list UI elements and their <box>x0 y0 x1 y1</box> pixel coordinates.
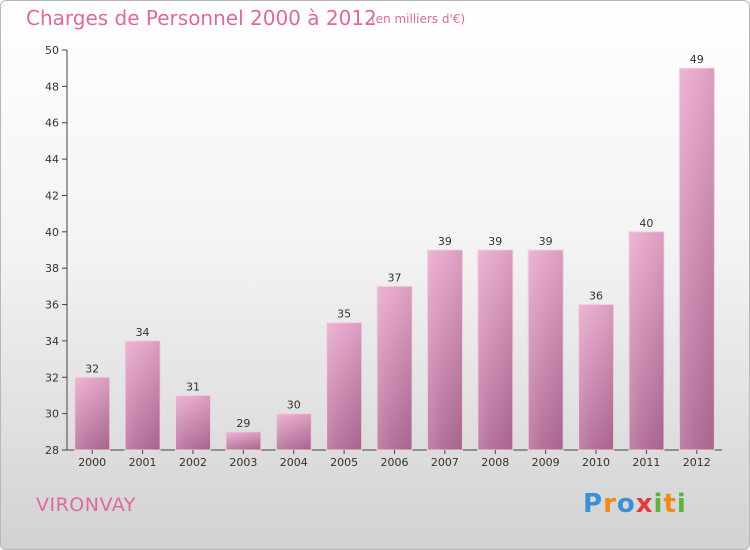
logo-letter: i <box>653 489 664 519</box>
bar-shine <box>679 68 715 450</box>
bar-shine <box>477 250 513 450</box>
data-label: 37 <box>388 271 402 284</box>
bar-shine <box>175 395 211 450</box>
x-tick-label: 2004 <box>280 456 308 469</box>
data-label: 34 <box>136 326 150 339</box>
logo-letter: o <box>616 489 636 519</box>
data-label: 39 <box>539 235 553 248</box>
y-tick-label: 42 <box>45 189 59 202</box>
logo-letter: x <box>635 489 654 519</box>
proxiti-logo[interactable]: Proxiti <box>583 489 687 519</box>
x-tick-label: 2002 <box>179 456 207 469</box>
y-tick-label: 46 <box>45 117 59 130</box>
data-label: 35 <box>337 308 351 321</box>
bar-shine <box>74 377 110 450</box>
y-tick-label: 32 <box>45 371 59 384</box>
y-tick-label: 36 <box>45 299 59 312</box>
data-label: 36 <box>589 290 603 303</box>
bar-shine <box>377 286 412 450</box>
x-tick-label: 2012 <box>683 456 711 469</box>
y-tick-label: 30 <box>45 408 59 421</box>
x-tick-label: 2005 <box>330 456 358 469</box>
commune-name: VIRONVAY <box>36 494 136 516</box>
data-label: 30 <box>287 399 301 412</box>
bar-shine <box>125 340 161 450</box>
bar-shine <box>225 431 261 450</box>
x-tick-label: 2000 <box>78 456 106 469</box>
bar-shine <box>528 250 564 450</box>
x-tick-label: 2008 <box>481 456 509 469</box>
x-tick-label: 2010 <box>582 456 610 469</box>
x-tick-label: 2011 <box>632 456 660 469</box>
bar-shine <box>276 413 312 450</box>
x-tick-label: 2001 <box>129 456 157 469</box>
y-tick-label: 48 <box>45 80 59 93</box>
x-tick-label: 2007 <box>431 456 459 469</box>
logo-letter: r <box>603 489 617 519</box>
y-tick-label: 28 <box>45 444 59 457</box>
y-tick-label: 50 <box>45 44 59 57</box>
chart-subtitle: (en milliers d'€) <box>371 12 466 26</box>
data-label: 39 <box>488 235 502 248</box>
data-label: 29 <box>236 417 250 430</box>
bar-shine <box>628 231 664 450</box>
x-tick-label: 2006 <box>381 456 409 469</box>
logo-letter: t <box>663 489 677 519</box>
chart-title: Charges de Personnel 2000 à 2012 <box>26 6 377 30</box>
y-tick-label: 40 <box>45 226 59 239</box>
data-label: 32 <box>85 362 99 375</box>
x-tick-label: 2009 <box>532 456 560 469</box>
data-label: 39 <box>438 235 452 248</box>
bar-shine <box>326 322 362 450</box>
data-label: 40 <box>639 217 653 230</box>
logo-letter: i <box>676 489 687 519</box>
x-tick-label: 2003 <box>229 456 257 469</box>
logo-letter: P <box>583 489 604 519</box>
y-tick-label: 34 <box>45 335 59 348</box>
bar-shine <box>427 250 463 450</box>
bar-shine <box>578 304 614 450</box>
y-tick-label: 44 <box>45 153 59 166</box>
data-label: 31 <box>186 380 200 393</box>
data-label: 49 <box>690 53 704 66</box>
y-tick-label: 38 <box>45 262 59 275</box>
